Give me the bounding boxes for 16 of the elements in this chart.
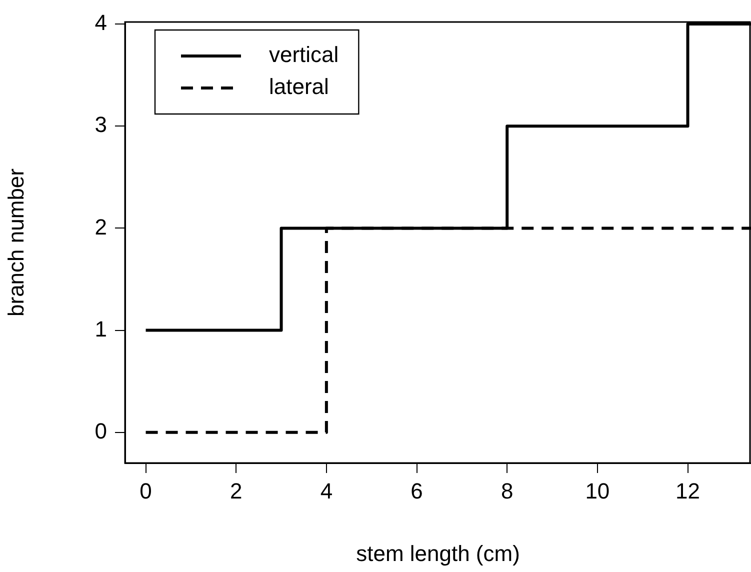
x-tick-label: 6: [410, 478, 423, 504]
x-tick-label: 10: [585, 478, 610, 504]
y-tick-label: 2: [94, 214, 107, 240]
legend-label: vertical: [269, 42, 339, 68]
x-tick-label: 4: [320, 478, 333, 504]
y-tick-label: 4: [94, 10, 107, 36]
y-axis-title: branch number: [3, 168, 28, 316]
x-tick-label: 8: [500, 478, 514, 504]
y-tick-label: 3: [94, 112, 107, 138]
legend-label: lateral: [269, 74, 329, 100]
x-tick-label: 0: [140, 478, 152, 504]
x-tick-label: 2: [230, 478, 242, 504]
y-tick-label: 1: [94, 316, 107, 342]
x-axis-title: stem length (cm): [356, 540, 520, 566]
x-tick-label: 12: [676, 478, 700, 504]
y-tick-label: 0: [94, 418, 107, 444]
